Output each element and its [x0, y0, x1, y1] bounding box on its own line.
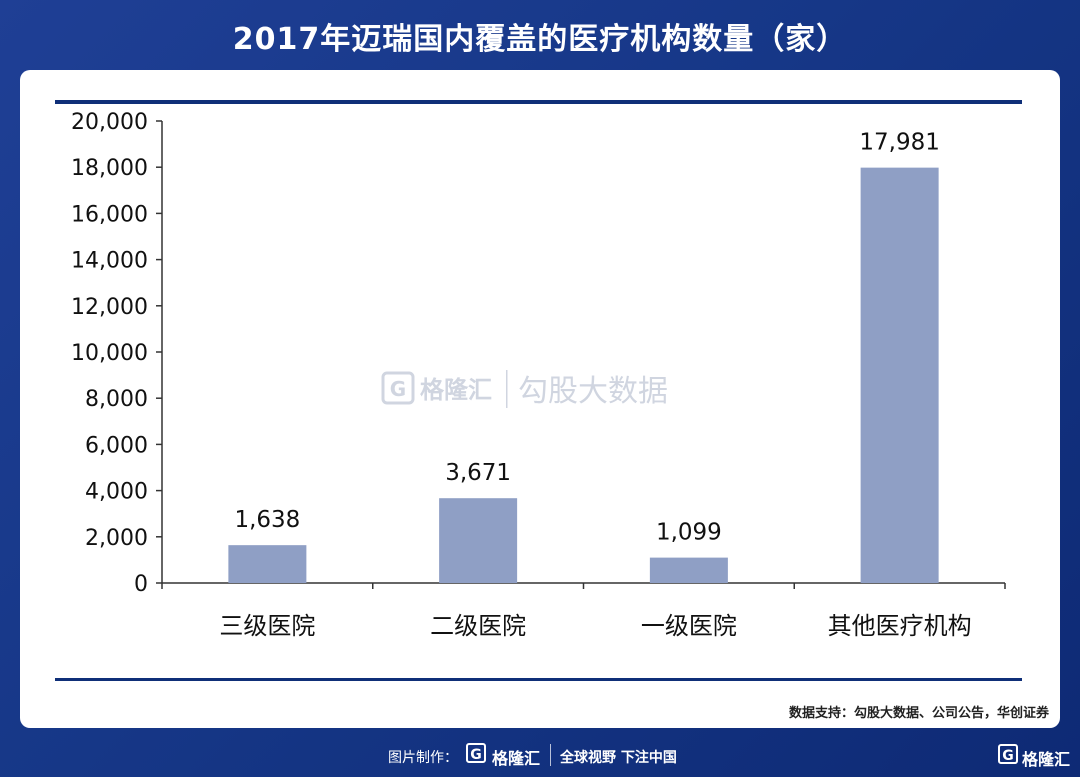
footer-credit: 图片制作： [388, 750, 458, 766]
footer-divider [550, 744, 551, 766]
y-tick-label: 18,000 [71, 156, 148, 181]
footer-brand: 格隆汇 [492, 749, 541, 768]
y-tick-label: 0 [134, 572, 148, 597]
x-tick-label: 一级医院 [641, 612, 737, 640]
watermark-brand: 格隆汇 [420, 376, 492, 404]
corner-brand: 格隆汇 [1022, 750, 1071, 769]
bar-1 [228, 545, 307, 583]
watermark: G 格隆汇 勾股大数据 [381, 370, 668, 409]
bar-4 [860, 167, 939, 583]
x-tick-label: 二级医院 [430, 612, 526, 640]
y-tick-label: 14,000 [71, 249, 148, 274]
watermark-logo-glyph: G [390, 377, 406, 401]
data-label: 17,981 [859, 130, 939, 156]
watermark-tagline: 勾股大数据 [518, 374, 668, 409]
y-tick-label: 12,000 [71, 295, 148, 320]
footer-slogan: 全球视野 下注中国 [560, 750, 677, 766]
y-tick-label: 20,000 [71, 110, 148, 135]
bar-3 [649, 557, 728, 583]
source-note: 数据支持：勾股大数据、公司公告，华创证券 [788, 706, 1049, 721]
y-tick-label: 2,000 [85, 526, 148, 551]
y-tick-label: 6,000 [85, 433, 148, 458]
watermark-logo-icon [381, 371, 415, 405]
x-tick-label: 三级医院 [219, 612, 315, 640]
bottom-rule [55, 678, 1022, 681]
bars: 1,638 三级医院 3,671 二级医院 1,099 一级医院 17,981 其他医疗机构 [219, 130, 971, 640]
bar-2 [439, 498, 518, 583]
y-tick-label: 4,000 [85, 480, 148, 505]
chart-title: 2017年迈瑞国内覆盖的医疗机构数量（家） [232, 22, 848, 57]
corner-logo-icon: G [998, 744, 1018, 764]
y-tick-label: 8,000 [85, 387, 148, 412]
data-label: 3,671 [445, 460, 511, 486]
y-tick-label: 10,000 [71, 341, 148, 366]
footer-logo-icon: G [466, 743, 486, 763]
y-tick-label: 16,000 [71, 202, 148, 227]
watermark-divider [506, 370, 508, 408]
axes: 0 2,000 4,000 6,000 8,000 10,000 12,000 14,000 1… [71, 110, 1006, 597]
data-label: 1,638 [234, 507, 300, 533]
data-label: 1,099 [656, 520, 722, 546]
x-tick-label: 其他医疗机构 [828, 612, 972, 640]
top-rule [55, 100, 1022, 104]
footer: 图片制作： G 格隆汇 全球视野 下注中国 G 格隆汇 [0, 740, 1080, 770]
